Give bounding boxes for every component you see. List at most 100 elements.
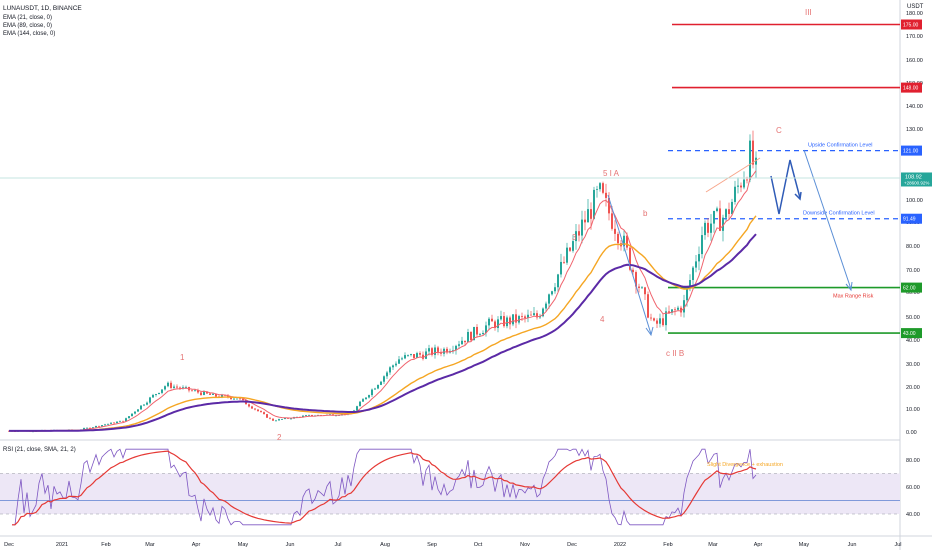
candle-body bbox=[206, 391, 208, 394]
time-axis-label: Mar bbox=[145, 542, 155, 548]
candle-body bbox=[446, 348, 448, 353]
candle-body bbox=[611, 213, 613, 229]
price-tick-label: 80.00 bbox=[906, 244, 920, 250]
candle-body bbox=[563, 261, 565, 263]
candle-body bbox=[215, 393, 217, 397]
candle-body bbox=[434, 347, 436, 355]
time-axis-label: Sep bbox=[427, 542, 437, 548]
candle-body bbox=[257, 409, 259, 412]
candle-body bbox=[137, 409, 139, 412]
wave-label: b bbox=[643, 209, 648, 218]
candle-body bbox=[533, 313, 535, 316]
candle-body bbox=[173, 386, 175, 388]
time-axis-label: Dec bbox=[4, 542, 14, 548]
max-risk-arrow bbox=[803, 149, 852, 290]
candle-body bbox=[128, 416, 130, 419]
candle-body bbox=[500, 316, 502, 320]
candle-body bbox=[146, 402, 148, 405]
candle-body bbox=[185, 386, 187, 388]
candle-body bbox=[119, 420, 121, 422]
candle-body bbox=[530, 314, 532, 316]
candle-body bbox=[566, 247, 568, 263]
time-axis-label: May bbox=[799, 542, 810, 548]
price-tick-label: 20.00 bbox=[906, 385, 920, 391]
candle-body bbox=[371, 389, 373, 396]
wave-label: C bbox=[776, 126, 782, 135]
candle-body bbox=[671, 309, 673, 313]
candle-body bbox=[755, 157, 757, 165]
candle-body bbox=[389, 367, 391, 373]
candle-body bbox=[407, 354, 409, 356]
candle-body bbox=[356, 406, 358, 411]
candle-body bbox=[419, 353, 421, 355]
candle-body bbox=[233, 398, 235, 400]
candle-body bbox=[467, 331, 469, 343]
candle-body bbox=[650, 317, 652, 319]
candle-body bbox=[143, 404, 145, 406]
candle-body bbox=[596, 189, 598, 190]
candle-body bbox=[461, 340, 463, 345]
time-axis-label: Mar bbox=[708, 542, 718, 548]
candle-body bbox=[236, 398, 238, 400]
current-price-value: 108.92 bbox=[905, 174, 922, 180]
ema21-legend: EMA (21, close, 0) bbox=[3, 15, 52, 21]
candle-body bbox=[716, 208, 718, 212]
level-price-label: 175.00 bbox=[903, 23, 919, 29]
candle-body bbox=[161, 389, 163, 393]
candle-body bbox=[713, 211, 715, 224]
price-tick-label: 180.00 bbox=[906, 11, 923, 17]
candle-body bbox=[578, 231, 580, 236]
price-tick-label: 0.00 bbox=[906, 430, 917, 436]
ema144-legend: EMA (144, close, 0) bbox=[3, 31, 55, 37]
projection-path bbox=[770, 159, 801, 215]
candle-body bbox=[110, 422, 112, 424]
time-axis-label: Feb bbox=[663, 542, 672, 548]
candle-body bbox=[272, 418, 274, 421]
candle-body bbox=[575, 231, 577, 242]
candle-body bbox=[683, 300, 685, 313]
candle-body bbox=[599, 183, 601, 190]
candle-body bbox=[623, 235, 625, 247]
candle-body bbox=[680, 307, 682, 313]
candle-body bbox=[116, 421, 118, 424]
candle-body bbox=[95, 425, 97, 428]
price-tick-label: 170.00 bbox=[906, 34, 923, 40]
time-axis-label: Apr bbox=[754, 542, 763, 548]
candle-body bbox=[491, 318, 493, 322]
candle-body bbox=[383, 376, 385, 382]
candle-body bbox=[167, 382, 169, 387]
candle-body bbox=[359, 401, 361, 407]
candle-body bbox=[386, 372, 388, 377]
candle-body bbox=[521, 316, 523, 317]
candle-body bbox=[476, 326, 478, 335]
candle-body bbox=[455, 345, 457, 351]
candle-body bbox=[404, 355, 406, 359]
level-text: Max Range Risk bbox=[833, 294, 874, 300]
divergence-annotation: Slight Divergence + exhaustion bbox=[707, 462, 783, 468]
candle-body bbox=[587, 209, 589, 223]
candle-body bbox=[212, 393, 214, 395]
candle-body bbox=[107, 423, 109, 425]
candle-body bbox=[179, 387, 181, 389]
candle-body bbox=[266, 414, 268, 418]
candle-body bbox=[425, 351, 427, 359]
price-tick-label: 10.00 bbox=[906, 407, 920, 413]
candle-body bbox=[536, 313, 538, 318]
candle-body bbox=[665, 311, 667, 326]
candle-body bbox=[377, 384, 379, 389]
level-price-label: 91.49 bbox=[903, 217, 916, 223]
candle-body bbox=[701, 235, 703, 255]
level-text: Upside Confirmation Level bbox=[808, 143, 873, 149]
candle-body bbox=[752, 140, 754, 165]
price-tick-label: 40.00 bbox=[906, 338, 920, 344]
price-tick-label: 60.00 bbox=[906, 290, 920, 296]
level-price-tag bbox=[901, 82, 922, 93]
candle-body bbox=[593, 189, 595, 219]
ema144-line bbox=[9, 233, 757, 432]
candle-body bbox=[569, 247, 571, 251]
candle-body bbox=[452, 350, 454, 352]
candle-body bbox=[656, 320, 658, 324]
candle-body bbox=[746, 179, 748, 181]
time-axis-label: May bbox=[238, 542, 249, 548]
candle-body bbox=[281, 419, 283, 420]
